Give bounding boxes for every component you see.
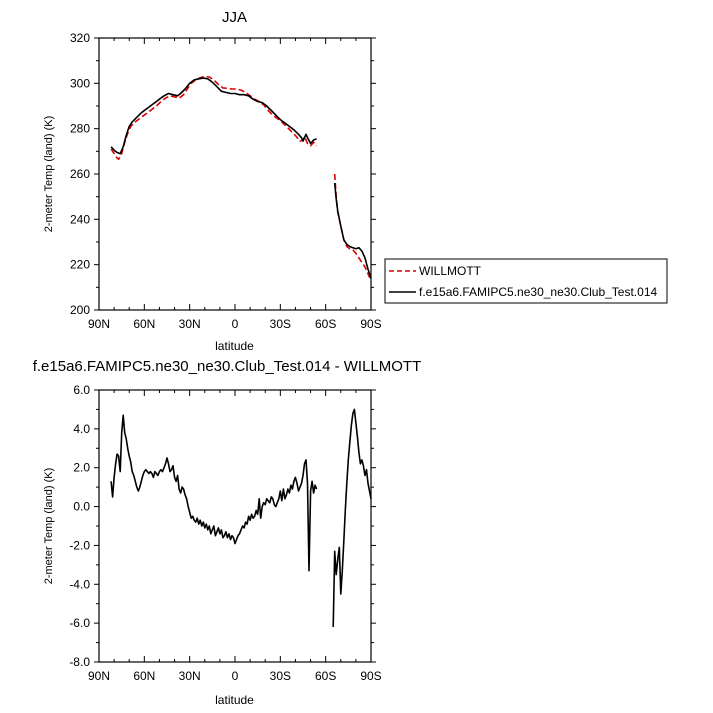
bottom-y-tick-label: 6.0 — [73, 383, 90, 397]
top-axis-ticks: 90N 60N 30N 0 30S 60S 90S 200 220 240 260 280 300 320 — [70, 31, 382, 331]
top-x-tick-label: 90S — [360, 317, 381, 331]
top-y-tick-label: 320 — [70, 31, 90, 45]
top-x-axis-label: latitude — [215, 339, 254, 353]
bottom-axis-ticks: 90N 60N 30N 0 30S 60S 90S -8.0 -6.0 -4.0 -2.0 0.0 2.… — [69, 383, 381, 683]
bottom-y-tick-label: 2.0 — [73, 461, 90, 475]
legend-label-willmott: WILLMOTT — [419, 264, 482, 278]
top-plot-frame — [98, 37, 372, 311]
bottom-x-tick-label: 30N — [179, 669, 201, 683]
bottom-x-axis-label: latitude — [215, 693, 254, 707]
top-y-tick-label: 280 — [70, 122, 90, 136]
legend: WILLMOTT f.e15a6.FAMIPC5.ne30_ne30.Club_… — [384, 258, 668, 304]
bottom-x-tick-label: 0 — [232, 669, 239, 683]
top-y-tick-label: 200 — [70, 303, 90, 317]
bottom-series-lines — [110, 408, 372, 628]
top-series-line-0-segment-1 — [333, 173, 372, 281]
top-panel: JJA 90N 60N 30N 0 30S 60S 90S 200 220 240 260 280 30… — [43, 9, 382, 353]
bottom-chart-title: f.e15a6.FAMIPC5.ne30_ne30.Club_Test.014 … — [33, 358, 422, 375]
top-series-line-0-segment-0 — [110, 75, 318, 161]
top-x-tick-label: 90N — [88, 317, 110, 331]
bottom-plot-frame — [98, 389, 372, 663]
top-series-line-1-segment-0 — [110, 77, 317, 155]
top-x-tick-label: 30N — [179, 317, 201, 331]
legend-label-model: f.e15a6.FAMIPC5.ne30_ne30.Club_Test.014 — [419, 285, 657, 299]
bottom-x-tick-label: 90S — [360, 669, 381, 683]
bottom-series-line-0-segment-1 — [332, 408, 372, 628]
bottom-y-tick-label: 0.0 — [73, 500, 90, 514]
bottom-panel: f.e15a6.FAMIPC5.ne30_ne30.Club_Test.014 … — [33, 358, 422, 707]
top-x-tick-label: 0 — [232, 317, 239, 331]
bottom-y-tick-label: -4.0 — [69, 577, 90, 591]
top-x-tick-label: 60S — [315, 317, 336, 331]
top-x-tick-label: 30S — [270, 317, 291, 331]
top-chart-title: JJA — [222, 9, 247, 26]
bottom-y-axis-label: 2-meter Temp (land) (K) — [43, 468, 55, 585]
bottom-y-tick-label: -6.0 — [69, 616, 90, 630]
top-y-tick-label: 300 — [70, 76, 90, 90]
bottom-x-tick-label: 30S — [270, 669, 291, 683]
top-y-axis-label: 2-meter Temp (land) (K) — [43, 116, 55, 233]
bottom-y-tick-label: 4.0 — [73, 422, 90, 436]
top-y-tick-label: 240 — [70, 212, 90, 226]
bottom-x-tick-label: 90N — [88, 669, 110, 683]
top-y-tick-label: 220 — [70, 258, 90, 272]
bottom-y-tick-label: -2.0 — [69, 538, 90, 552]
bottom-x-tick-label: 60S — [315, 669, 336, 683]
top-y-tick-label: 260 — [70, 167, 90, 181]
top-x-tick-label: 60N — [133, 317, 155, 331]
legend-box — [384, 258, 668, 304]
top-series-lines — [110, 75, 372, 281]
bottom-y-tick-label: -8.0 — [69, 655, 90, 669]
top-series-line-1-segment-1 — [333, 183, 372, 279]
bottom-x-tick-label: 60N — [133, 669, 155, 683]
bottom-series-line-0-segment-0 — [110, 414, 318, 572]
